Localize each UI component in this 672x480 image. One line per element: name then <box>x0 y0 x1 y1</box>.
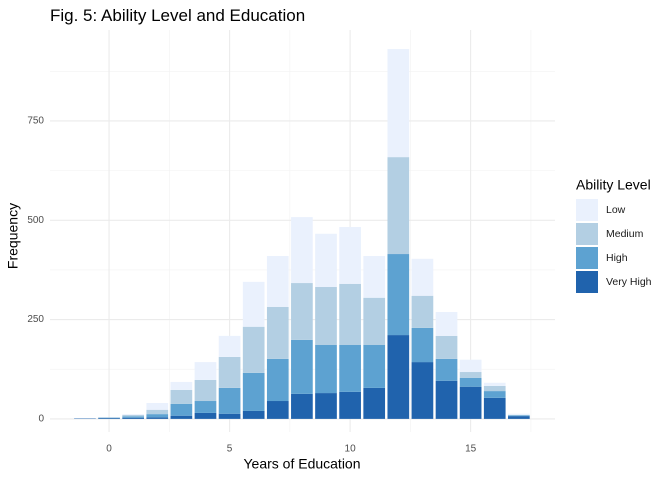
bar-segment <box>435 380 458 419</box>
bar-segment <box>435 312 458 336</box>
y-tick-label: 0 <box>38 414 44 425</box>
plot-area <box>50 30 555 432</box>
bar-segment <box>266 358 289 402</box>
x-tick-label: 15 <box>465 444 477 455</box>
y-tick-label: 250 <box>27 314 44 325</box>
bar-segment <box>122 417 145 419</box>
bar-segment <box>98 418 120 419</box>
x-tick-label: 0 <box>106 444 112 455</box>
bar-segment <box>194 401 217 413</box>
bar-segment <box>146 403 169 410</box>
bar-segment <box>387 254 410 336</box>
bar-segment <box>339 227 361 284</box>
bar-segment <box>459 377 482 387</box>
bar-segment <box>411 258 434 296</box>
bar-segment <box>170 403 193 416</box>
bar-segment <box>339 283 361 346</box>
bar-segment <box>218 356 241 388</box>
bar-segment <box>266 306 289 359</box>
bar-segment <box>146 409 169 415</box>
bar-segment <box>387 49 410 158</box>
bar-segment <box>363 387 386 419</box>
bar-segment <box>387 157 410 255</box>
bar-segment <box>483 382 506 386</box>
bar-segment <box>363 256 386 298</box>
bar-segment <box>483 397 506 419</box>
bar-segment <box>507 415 530 417</box>
bar-segment <box>122 416 145 418</box>
bar-segment <box>242 326 265 373</box>
bar-segment <box>507 413 530 415</box>
legend-label: Medium <box>606 228 644 240</box>
y-tick-label: 500 <box>27 215 44 226</box>
bar-segment <box>363 345 386 388</box>
bar-segment <box>339 345 361 392</box>
y-axis-label: Frequency <box>5 203 21 269</box>
bar-segment <box>266 256 289 307</box>
bar-segment <box>315 233 337 288</box>
legend-swatch <box>576 247 598 269</box>
bar-segment <box>291 217 313 284</box>
bar-segment <box>146 417 169 419</box>
bar-segment <box>459 359 482 373</box>
bar-segment <box>435 335 458 359</box>
bar-segment <box>411 362 434 419</box>
bar-segment <box>315 393 337 419</box>
bar-segment <box>339 391 361 419</box>
bar-segment <box>435 358 458 381</box>
bar-segment <box>194 412 217 419</box>
bar-segment <box>507 416 530 419</box>
bar-segment <box>291 283 313 340</box>
legend-title: Ability Level <box>576 177 651 193</box>
bar-segment <box>218 387 241 414</box>
bar-segment <box>483 391 506 398</box>
bar-segment <box>266 401 289 419</box>
bar-segment <box>242 372 265 411</box>
bar-segment <box>459 372 482 378</box>
legend-label: Low <box>606 204 626 216</box>
bar-segment <box>122 414 145 415</box>
bar-segment <box>363 297 386 346</box>
bar-segment <box>170 389 193 404</box>
bar-segment <box>218 413 241 419</box>
bar-segment <box>315 287 337 346</box>
bar-segment <box>291 339 313 394</box>
legend-swatch <box>576 271 598 293</box>
legend-swatch <box>576 199 598 221</box>
bar-segment <box>218 335 241 357</box>
bar-segment <box>170 381 193 390</box>
bar-segment <box>146 414 169 418</box>
bar-segment <box>194 379 217 402</box>
legend-label: High <box>606 252 628 264</box>
bar-segment <box>315 345 337 394</box>
bar-segment <box>242 281 265 327</box>
bar-segment <box>122 414 145 417</box>
bar-segment <box>387 335 410 419</box>
x-tick-label: 10 <box>345 444 357 455</box>
x-tick-label: 5 <box>227 444 233 455</box>
legend-swatch <box>576 223 598 245</box>
bar-segment <box>194 362 217 380</box>
bar-segment <box>411 327 434 363</box>
bar-segment <box>483 385 506 392</box>
bar-segment <box>459 386 482 419</box>
bar-segment <box>170 415 193 419</box>
bar-segment <box>242 410 265 419</box>
bar-segment <box>291 393 313 419</box>
bar-segment <box>411 295 434 328</box>
chart-title: Fig. 5: Ability Level and Education <box>50 6 305 25</box>
legend-label: Very High <box>606 276 652 288</box>
x-axis-label: Years of Education <box>243 456 360 472</box>
y-tick-label: 750 <box>27 116 44 127</box>
